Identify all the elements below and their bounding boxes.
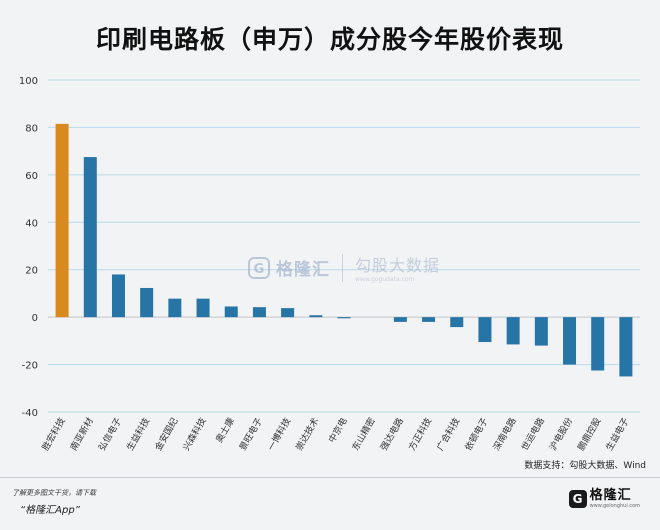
x-tick-label: 依顿电子 — [462, 416, 490, 453]
bar — [281, 308, 295, 318]
x-tick-label: 方正科技 — [406, 416, 434, 453]
y-tick-label: 0 — [32, 313, 38, 324]
x-tick-label: 奥士康 — [213, 416, 237, 445]
x-tick-label: 一博科技 — [265, 416, 293, 453]
bar — [619, 317, 633, 377]
x-tick-label: 强达电路 — [378, 416, 406, 453]
y-tick-label: -40 — [22, 408, 38, 419]
watermark-logo-icon: G — [248, 256, 270, 279]
watermark-product-url: www.gogudata.com — [355, 276, 415, 283]
x-tick-label: 兴森科技 — [180, 416, 208, 453]
y-tick-label: 40 — [25, 218, 38, 229]
bar — [83, 157, 97, 318]
x-tick-label: 中京电 — [326, 416, 350, 445]
y-tick-label: 20 — [25, 266, 38, 277]
y-axis-labels: -40 -20 0 20 40 60 80 100 — [19, 76, 38, 419]
gridlines — [48, 79, 640, 413]
bar — [422, 317, 436, 322]
bar — [393, 317, 407, 322]
bar — [563, 317, 577, 365]
bar — [534, 317, 548, 346]
bar — [337, 317, 351, 319]
y-tick-label: 80 — [25, 123, 38, 134]
bar — [309, 315, 323, 318]
x-tick-label: 弘信电子 — [96, 416, 124, 453]
watermark-product: 勾股大数据 — [355, 256, 441, 275]
x-tick-label: 南亚新材 — [67, 416, 95, 453]
x-tick-label: 生益电子 — [603, 416, 631, 453]
bar — [478, 317, 492, 343]
x-tick-label: 沪电股份 — [547, 416, 575, 453]
x-tick-label: 景旺电子 — [237, 416, 265, 453]
footer-logo-url: www.gelonghui.com — [589, 503, 640, 509]
x-tick-label: 崇达技术 — [293, 416, 321, 453]
bar — [168, 298, 182, 318]
data-source: 数据支持：勾股大数据、Wind — [524, 461, 646, 471]
bar — [252, 307, 266, 318]
x-tick-label: 金安国纪 — [152, 416, 180, 453]
x-axis-labels: 胜宏科技 南亚新材 弘信电子 生益科技 金安国纪 兴森科技 奥士康 景旺电子 一博科技 崇达技术中… — [39, 416, 631, 453]
watermark-divider — [342, 253, 343, 282]
chart-title: 印刷电路板（申万）成分股今年股价表现 — [95, 25, 564, 54]
x-tick-label: 胜宏科技 — [39, 416, 67, 453]
bar — [591, 317, 605, 371]
y-tick-label: -20 — [22, 361, 38, 372]
footer-promo: 了解更多图文干货，请下载 — [12, 489, 96, 497]
bar — [111, 274, 125, 318]
footer-logo-name: 格隆汇 — [589, 488, 632, 503]
bar — [55, 123, 69, 318]
bar — [506, 317, 520, 345]
watermark: G 格隆汇 勾股大数据 www.gogudata.com — [248, 252, 440, 283]
footer-divider — [0, 477, 660, 478]
x-tick-label: 深南电路 — [490, 416, 518, 453]
footer-logo: G 格隆汇 www.gelonghui.com — [568, 488, 640, 509]
bar — [196, 298, 210, 318]
bar — [224, 306, 238, 318]
y-tick-label: 100 — [19, 76, 38, 87]
x-tick-label: 东山精密 — [349, 416, 377, 453]
gelonghui-logo-icon: G — [568, 490, 587, 508]
bar — [450, 317, 464, 328]
watermark-brand: 格隆汇 — [276, 260, 330, 280]
bar-chart: -40 -20 0 20 40 60 80 100 胜宏科技 南亚新材 弘信电子 生益科技 金安国纪兴… — [19, 76, 640, 453]
footer-app-name: “格隆汇App” — [20, 505, 80, 516]
x-tick-label: 鹏鼎控股 — [575, 416, 603, 453]
y-tick-label: 60 — [25, 171, 38, 182]
x-tick-label: 广合科技 — [434, 416, 462, 453]
x-tick-label: 生益科技 — [124, 416, 152, 453]
bars — [55, 123, 633, 377]
bar — [140, 287, 154, 318]
x-tick-label: 世运电路 — [519, 416, 547, 453]
